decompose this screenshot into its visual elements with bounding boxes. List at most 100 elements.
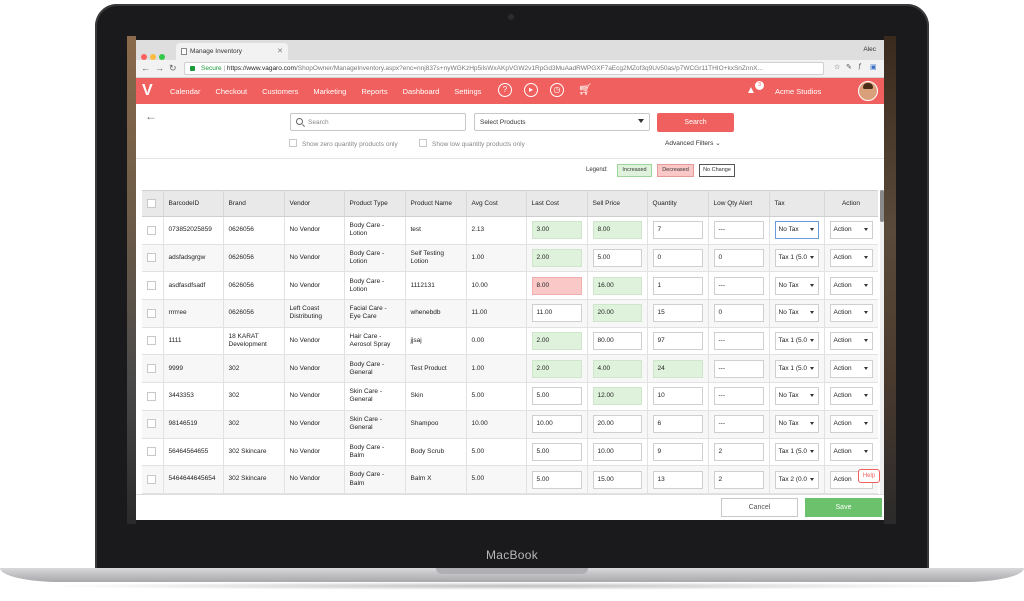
col-last-cost[interactable]: Last Cost bbox=[526, 190, 588, 217]
table-scrollbar[interactable] bbox=[880, 190, 884, 494]
zero-qty-filter[interactable]: Show zero quantity products only bbox=[289, 139, 398, 148]
tax-select[interactable]: No Tax bbox=[774, 415, 819, 434]
col-vendor[interactable]: Vendor bbox=[284, 190, 345, 217]
action-select[interactable]: Action bbox=[829, 221, 873, 240]
browser-tab[interactable]: Manage Inventory ✕ bbox=[176, 43, 288, 60]
nav-calendar[interactable]: Calendar bbox=[170, 87, 201, 96]
tax-select[interactable]: No Tax bbox=[774, 387, 819, 406]
address-bar[interactable]: Secure | https://www.vagaro.com/ShopOwne… bbox=[184, 62, 824, 75]
sell-price-input[interactable]: 15.00 bbox=[592, 470, 642, 489]
low-qty-checkbox[interactable] bbox=[419, 139, 427, 147]
row-checkbox[interactable] bbox=[147, 225, 156, 235]
sell-price-input[interactable]: 16.00 bbox=[592, 276, 642, 295]
sell-price-input[interactable]: 8.00 bbox=[592, 221, 642, 240]
low-qty-alert-input[interactable]: --- bbox=[713, 332, 764, 351]
quantity-input[interactable]: 6 bbox=[652, 415, 703, 434]
tax-select[interactable]: Tax 1 (5.0 bbox=[774, 442, 819, 461]
tax-select[interactable]: No Tax bbox=[774, 304, 819, 323]
save-button[interactable]: Save bbox=[805, 498, 882, 517]
low-qty-filter[interactable]: Show low quantity products only bbox=[419, 139, 525, 148]
low-qty-alert-input[interactable]: 2 bbox=[713, 442, 764, 461]
quantity-input[interactable]: 13 bbox=[652, 470, 703, 489]
back-arrow-icon[interactable]: ← bbox=[141, 63, 150, 73]
low-qty-alert-input[interactable]: --- bbox=[713, 359, 764, 378]
quantity-input[interactable]: 0 bbox=[652, 249, 703, 268]
quantity-input[interactable]: 1 bbox=[652, 276, 703, 295]
col-avg-cost[interactable]: Avg Cost bbox=[466, 190, 527, 217]
sell-price-input[interactable]: 4.00 bbox=[592, 359, 642, 378]
action-select[interactable]: Action bbox=[829, 304, 873, 323]
forward-arrow-icon[interactable]: → bbox=[155, 63, 164, 73]
last-cost-input[interactable]: 11.00 bbox=[531, 304, 582, 323]
help-button[interactable]: Help bbox=[858, 469, 880, 483]
last-cost-input[interactable]: 2.00 bbox=[531, 249, 582, 268]
close-tab-icon[interactable]: ✕ bbox=[277, 48, 283, 55]
browser-user[interactable]: Alec bbox=[863, 46, 876, 53]
row-checkbox[interactable] bbox=[147, 364, 156, 374]
row-checkbox[interactable] bbox=[147, 281, 156, 291]
action-select[interactable]: Action bbox=[829, 276, 873, 295]
avatar[interactable] bbox=[858, 81, 878, 101]
nav-customers[interactable]: Customers bbox=[262, 87, 299, 96]
alarm-clock-icon[interactable]: ◷ bbox=[550, 83, 564, 97]
tax-select[interactable]: No Tax bbox=[774, 221, 819, 240]
vagaro-logo[interactable]: V bbox=[142, 82, 153, 99]
low-qty-alert-input[interactable]: --- bbox=[713, 276, 764, 295]
last-cost-input[interactable]: 5.00 bbox=[531, 387, 582, 406]
nav-reports[interactable]: Reports bbox=[361, 87, 388, 96]
help-question-icon[interactable]: ? bbox=[498, 83, 512, 97]
tax-select[interactable]: Tax 1 (5.0 bbox=[774, 359, 819, 378]
low-qty-alert-input[interactable]: 2 bbox=[713, 470, 764, 489]
maximize-window-button[interactable] bbox=[159, 54, 165, 60]
sell-price-input[interactable]: 20.00 bbox=[592, 415, 642, 434]
row-checkbox[interactable] bbox=[147, 419, 156, 429]
low-qty-alert-input[interactable]: --- bbox=[713, 221, 764, 240]
pen-extension-icon[interactable]: ✎ bbox=[846, 64, 852, 71]
sell-price-input[interactable]: 20.00 bbox=[592, 304, 642, 323]
bookmark-star-icon[interactable]: ☆ bbox=[834, 64, 841, 71]
nav-marketing[interactable]: Marketing bbox=[313, 87, 347, 96]
nav-settings[interactable]: Settings bbox=[454, 87, 482, 96]
tax-select[interactable]: Tax 1 (5.0 bbox=[774, 249, 819, 268]
action-select[interactable]: Action bbox=[829, 332, 873, 351]
reload-icon[interactable]: ↻ bbox=[169, 63, 177, 73]
last-cost-input[interactable]: 3.00 bbox=[531, 221, 582, 240]
search-button[interactable]: Search bbox=[657, 113, 734, 132]
low-qty-alert-input[interactable]: --- bbox=[713, 415, 764, 434]
sell-price-input[interactable]: 10.00 bbox=[592, 442, 642, 461]
last-cost-input[interactable]: 5.00 bbox=[531, 470, 582, 489]
quantity-input[interactable]: 9 bbox=[652, 442, 703, 461]
action-select[interactable]: Action bbox=[829, 249, 873, 268]
low-qty-alert-input[interactable]: --- bbox=[713, 387, 764, 406]
select-all-checkbox[interactable] bbox=[147, 198, 156, 208]
scrollbar-thumb[interactable] bbox=[880, 190, 884, 222]
sell-price-input[interactable]: 12.00 bbox=[592, 387, 642, 406]
row-checkbox[interactable] bbox=[147, 474, 156, 484]
col-brand[interactable]: Brand bbox=[223, 190, 285, 217]
row-checkbox[interactable] bbox=[147, 308, 156, 318]
action-select[interactable]: Action bbox=[829, 359, 873, 378]
quantity-input[interactable]: 24 bbox=[652, 359, 703, 378]
select-products-dropdown[interactable]: Select Products bbox=[474, 113, 650, 131]
action-select[interactable]: Action bbox=[829, 387, 873, 406]
advanced-filters-toggle[interactable]: Advanced Filters ⌄ bbox=[665, 139, 721, 147]
nav-checkout[interactable]: Checkout bbox=[215, 87, 248, 96]
tax-select[interactable]: No Tax bbox=[774, 276, 819, 295]
quantity-input[interactable]: 10 bbox=[652, 387, 703, 406]
nav-dashboard[interactable]: Dashboard bbox=[402, 87, 440, 96]
tax-select[interactable]: Tax 1 (5.0 bbox=[774, 332, 819, 351]
low-qty-alert-input[interactable]: 0 bbox=[713, 304, 764, 323]
search-input[interactable]: Search bbox=[290, 113, 466, 131]
last-cost-input[interactable]: 5.00 bbox=[531, 442, 582, 461]
row-checkbox[interactable] bbox=[147, 253, 156, 263]
row-checkbox[interactable] bbox=[147, 336, 156, 346]
minimize-window-button[interactable] bbox=[150, 54, 156, 60]
quantity-input[interactable]: 97 bbox=[652, 332, 703, 351]
col-low-qty-alert[interactable]: Low Qty Alert bbox=[708, 190, 770, 217]
last-cost-input[interactable]: 10.00 bbox=[531, 415, 582, 434]
business-name[interactable]: Acme Studios bbox=[775, 87, 822, 96]
col-quantity[interactable]: Quantity bbox=[647, 190, 709, 217]
extension-icon[interactable]: ▣ bbox=[870, 64, 877, 71]
back-arrow-icon[interactable]: ← bbox=[145, 109, 157, 123]
last-cost-input[interactable]: 2.00 bbox=[531, 332, 582, 351]
